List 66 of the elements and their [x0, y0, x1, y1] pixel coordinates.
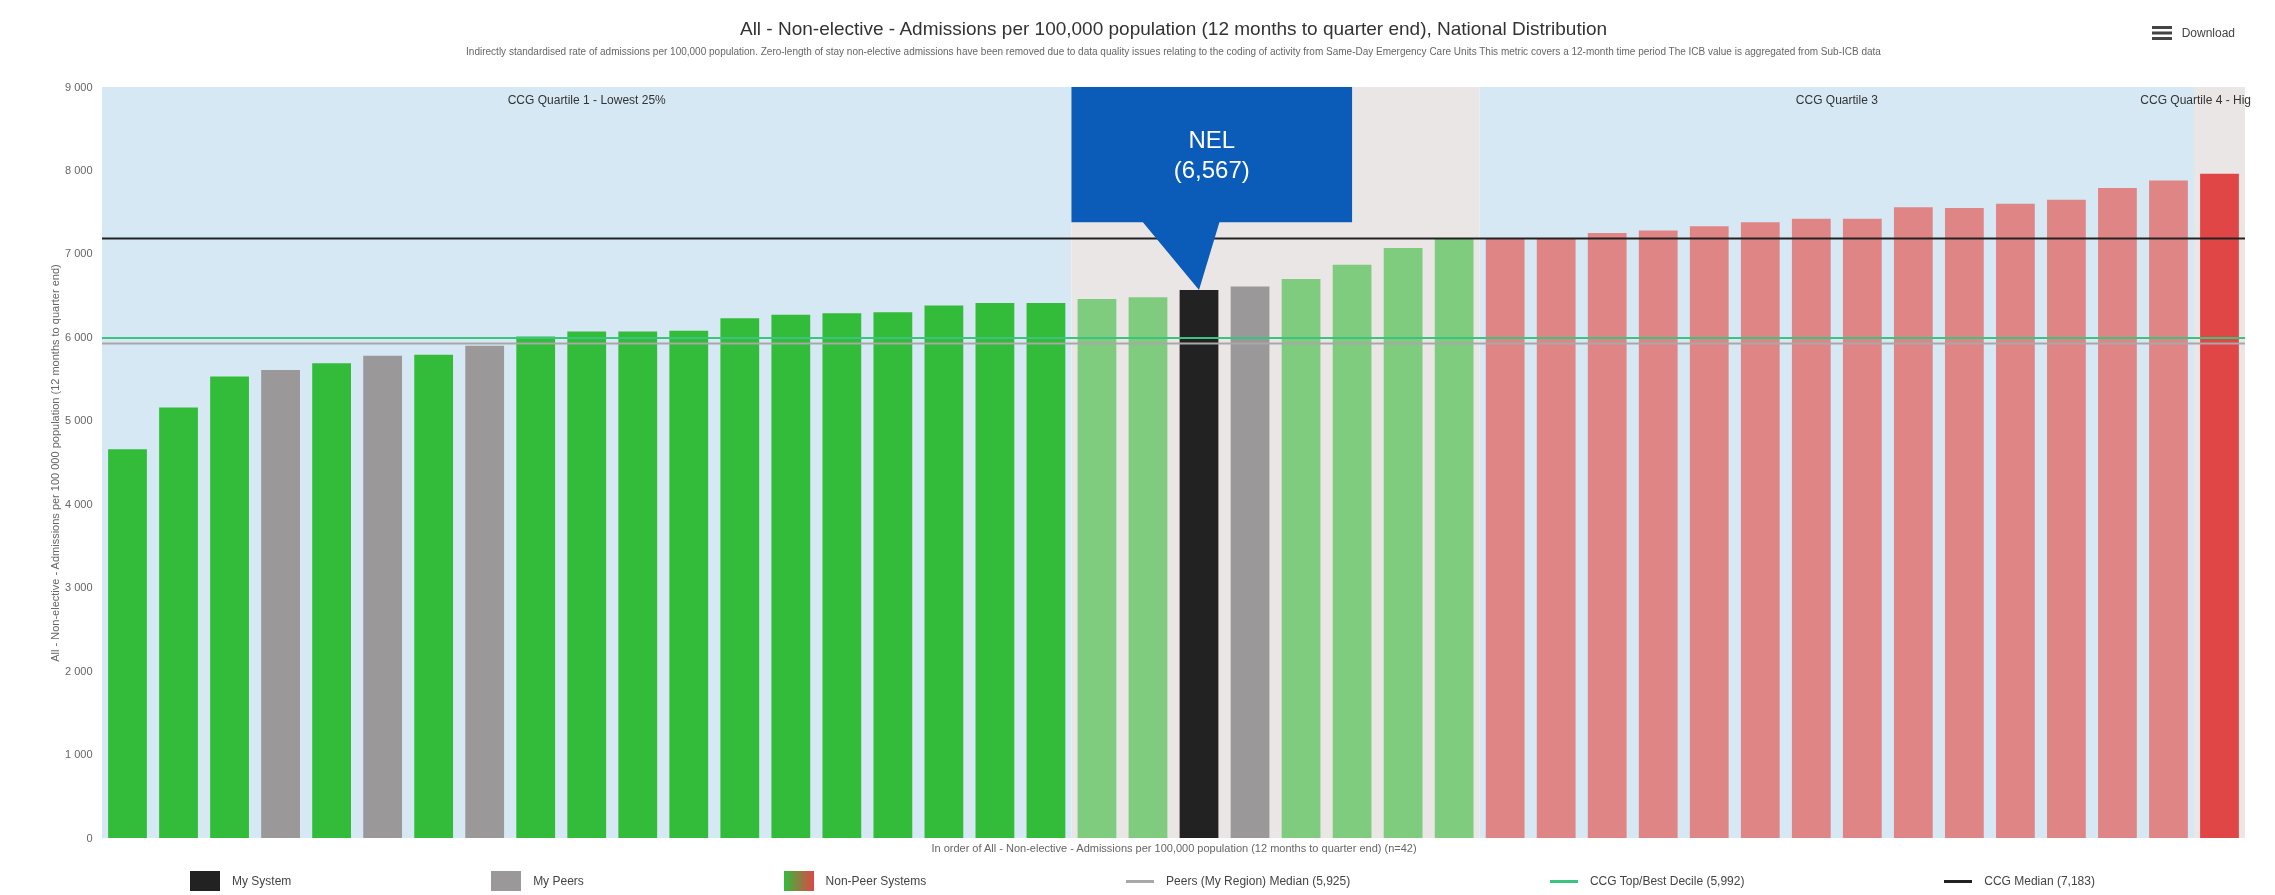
legend-label: Peers (My Region) Median (5,925) [1166, 874, 1351, 888]
annotation: CCG Quartile 1 - Lowest 25% [507, 93, 667, 107]
bar [210, 376, 249, 838]
bar [567, 331, 607, 838]
bar [312, 363, 351, 838]
legend-label: CCG Median (7,183) [1984, 874, 2095, 888]
bar [1842, 218, 1882, 838]
legend-label: My Peers [533, 874, 584, 888]
bar [1740, 222, 1780, 838]
y-tick-label: 6 000 [64, 330, 93, 343]
chart-subtitle: Indirectly standardised rate of admissions per 100,000 population. Zero-length of stay non-elective admissions have been removed due to data quality issues relating to the coding of activity from Same-Day Emergency Care Units This metric covers a 12-month time period The ICB value is aggregated from Sub-ICB data [466, 46, 1882, 57]
bar [1230, 286, 1270, 838]
y-tick-label: 9 000 [64, 80, 93, 93]
legend-label: CCG Top/Best Decile (5,992) [1589, 874, 1745, 888]
bar [1587, 233, 1627, 838]
bar [1689, 226, 1729, 838]
annotation: CCG Quartile 4 - Hig [2140, 93, 2251, 107]
annotation: NEL (6,567) [1172, 124, 1251, 185]
bar [822, 313, 862, 838]
bar [2098, 187, 2137, 838]
text: Download [2181, 26, 2235, 40]
bar [1383, 248, 1423, 838]
y-tick-label: 2 000 [64, 664, 93, 677]
bar [975, 303, 1015, 838]
legend-label: Non-Peer Systems [825, 874, 927, 888]
bar [1893, 207, 1933, 838]
y-tick-label: 4 000 [64, 497, 93, 510]
bar [1128, 297, 1168, 838]
bar [465, 345, 505, 838]
bar [1434, 238, 1474, 838]
bar [618, 331, 658, 838]
bar [363, 355, 403, 838]
bar [159, 407, 198, 838]
bar [261, 369, 300, 838]
bar [2149, 180, 2188, 838]
bar [1791, 218, 1831, 838]
y-tick-label: 7 000 [64, 247, 93, 260]
y-tick-label: 8 000 [64, 163, 93, 176]
bar [924, 305, 964, 838]
bar [720, 318, 760, 838]
chart-title: All - Non-elective - Admissions per 100,000 population (12 months to quarter end), National Distribution [739, 18, 1608, 39]
y-axis-title: All - Non-elective - Admissions per 100 000 population (12 months to quarter end) [48, 264, 61, 662]
bar [2047, 199, 2086, 838]
bar [1944, 207, 1984, 838]
bar [1638, 230, 1678, 838]
bar [516, 336, 556, 838]
x-axis-title: In order of All - Non-elective - Admissions per 100,000 population (12 months to quarter end) (n=42) [931, 841, 1417, 854]
bar [1179, 290, 1219, 838]
bar [1332, 264, 1372, 838]
y-tick-label: 0 [86, 831, 93, 844]
legend-label: My System [232, 874, 292, 888]
bar [873, 312, 913, 838]
y-tick-label: 1 000 [64, 748, 93, 761]
y-tick-label: 5 000 [64, 414, 93, 427]
bar [771, 314, 811, 838]
bar [1536, 238, 1576, 838]
bar [1485, 238, 1525, 838]
bar [414, 354, 454, 838]
bar [1281, 278, 1321, 838]
bar [1026, 303, 1066, 838]
bar [108, 449, 147, 838]
y-tick-label: 3 000 [64, 581, 93, 594]
bar [1077, 298, 1117, 838]
annotation: CCG Quartile 3 [1795, 93, 1879, 107]
bar [669, 330, 709, 838]
bar [1996, 203, 2035, 838]
